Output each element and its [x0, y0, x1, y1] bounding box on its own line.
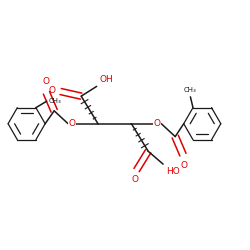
Text: O: O [69, 119, 76, 128]
Text: O: O [154, 119, 161, 128]
Text: O: O [43, 77, 50, 86]
Text: O: O [49, 86, 56, 95]
Text: OH: OH [100, 75, 114, 84]
Text: O: O [181, 161, 188, 170]
Text: O: O [69, 119, 76, 128]
Text: O: O [132, 175, 139, 184]
Text: O: O [154, 119, 161, 128]
Text: HO: HO [166, 167, 179, 176]
Text: CH₃: CH₃ [184, 87, 197, 93]
Text: CH₃: CH₃ [49, 98, 62, 104]
